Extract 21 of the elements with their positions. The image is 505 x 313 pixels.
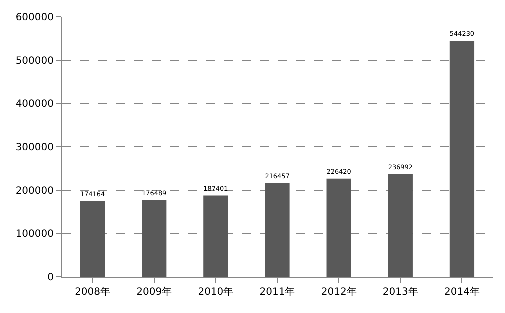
y-tick-label: 100000 [16,229,54,240]
y-tick-label: 300000 [16,142,54,154]
x-tick-label: 2013年 [382,286,418,298]
y-tick-label: 500000 [16,56,54,67]
bar [80,202,106,277]
y-tick-label: 400000 [16,99,54,110]
y-tick-label: 600000 [16,12,54,24]
y-tick-label: 200000 [16,186,54,197]
x-tick-label: 2014年 [444,286,480,298]
x-tick-label: 2008年 [75,286,111,298]
y-tick-label: 0 [48,272,54,284]
x-tick-label: 2010年 [198,286,234,298]
bar [450,41,475,277]
x-tick-label: 2009年 [136,286,172,298]
bar [204,196,228,277]
bar [388,174,413,277]
bar [265,183,290,277]
bar [142,200,167,277]
x-tick-label: 2011年 [260,286,296,298]
x-tick-label: 2012年 [321,286,357,298]
bar [326,178,352,277]
